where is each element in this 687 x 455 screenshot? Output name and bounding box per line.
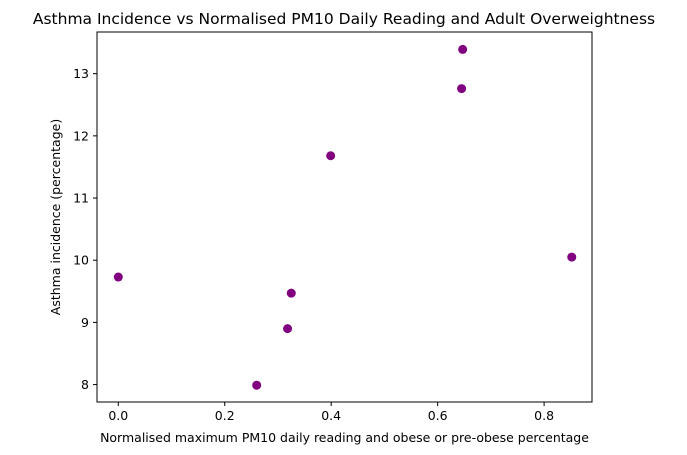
plot-area — [96, 31, 593, 403]
data-point — [252, 380, 262, 390]
y-tick-label: 10 — [73, 253, 89, 268]
x-tick-label: 0.8 — [534, 408, 554, 423]
data-point — [567, 252, 577, 262]
x-tick-label: 0.4 — [321, 408, 341, 423]
data-point — [286, 288, 296, 298]
data-points — [113, 44, 577, 390]
data-point — [283, 324, 293, 334]
y-tick-label: 13 — [73, 66, 89, 81]
y-axis-label: Asthma incidence (percentage) — [48, 119, 63, 315]
y-axis-ticks: 8 9 10 11 12 13 — [73, 66, 97, 392]
x-axis-ticks: 0.0 0.2 0.4 0.6 0.8 — [108, 402, 554, 423]
y-tick-label: 12 — [73, 128, 89, 143]
y-tick-label: 8 — [81, 377, 89, 392]
data-point — [326, 151, 336, 161]
y-tick-label: 11 — [73, 191, 89, 206]
chart-title: Asthma Incidence vs Normalised PM10 Dail… — [33, 10, 655, 28]
x-tick-label: 0.2 — [215, 408, 235, 423]
x-axis-label: Normalised maximum PM10 daily reading an… — [100, 430, 589, 445]
data-point — [113, 272, 123, 282]
y-tick-label: 9 — [81, 315, 89, 330]
data-point — [458, 44, 468, 54]
data-point — [457, 84, 467, 94]
x-tick-label: 0.0 — [108, 408, 128, 423]
x-tick-label: 0.6 — [428, 408, 448, 423]
